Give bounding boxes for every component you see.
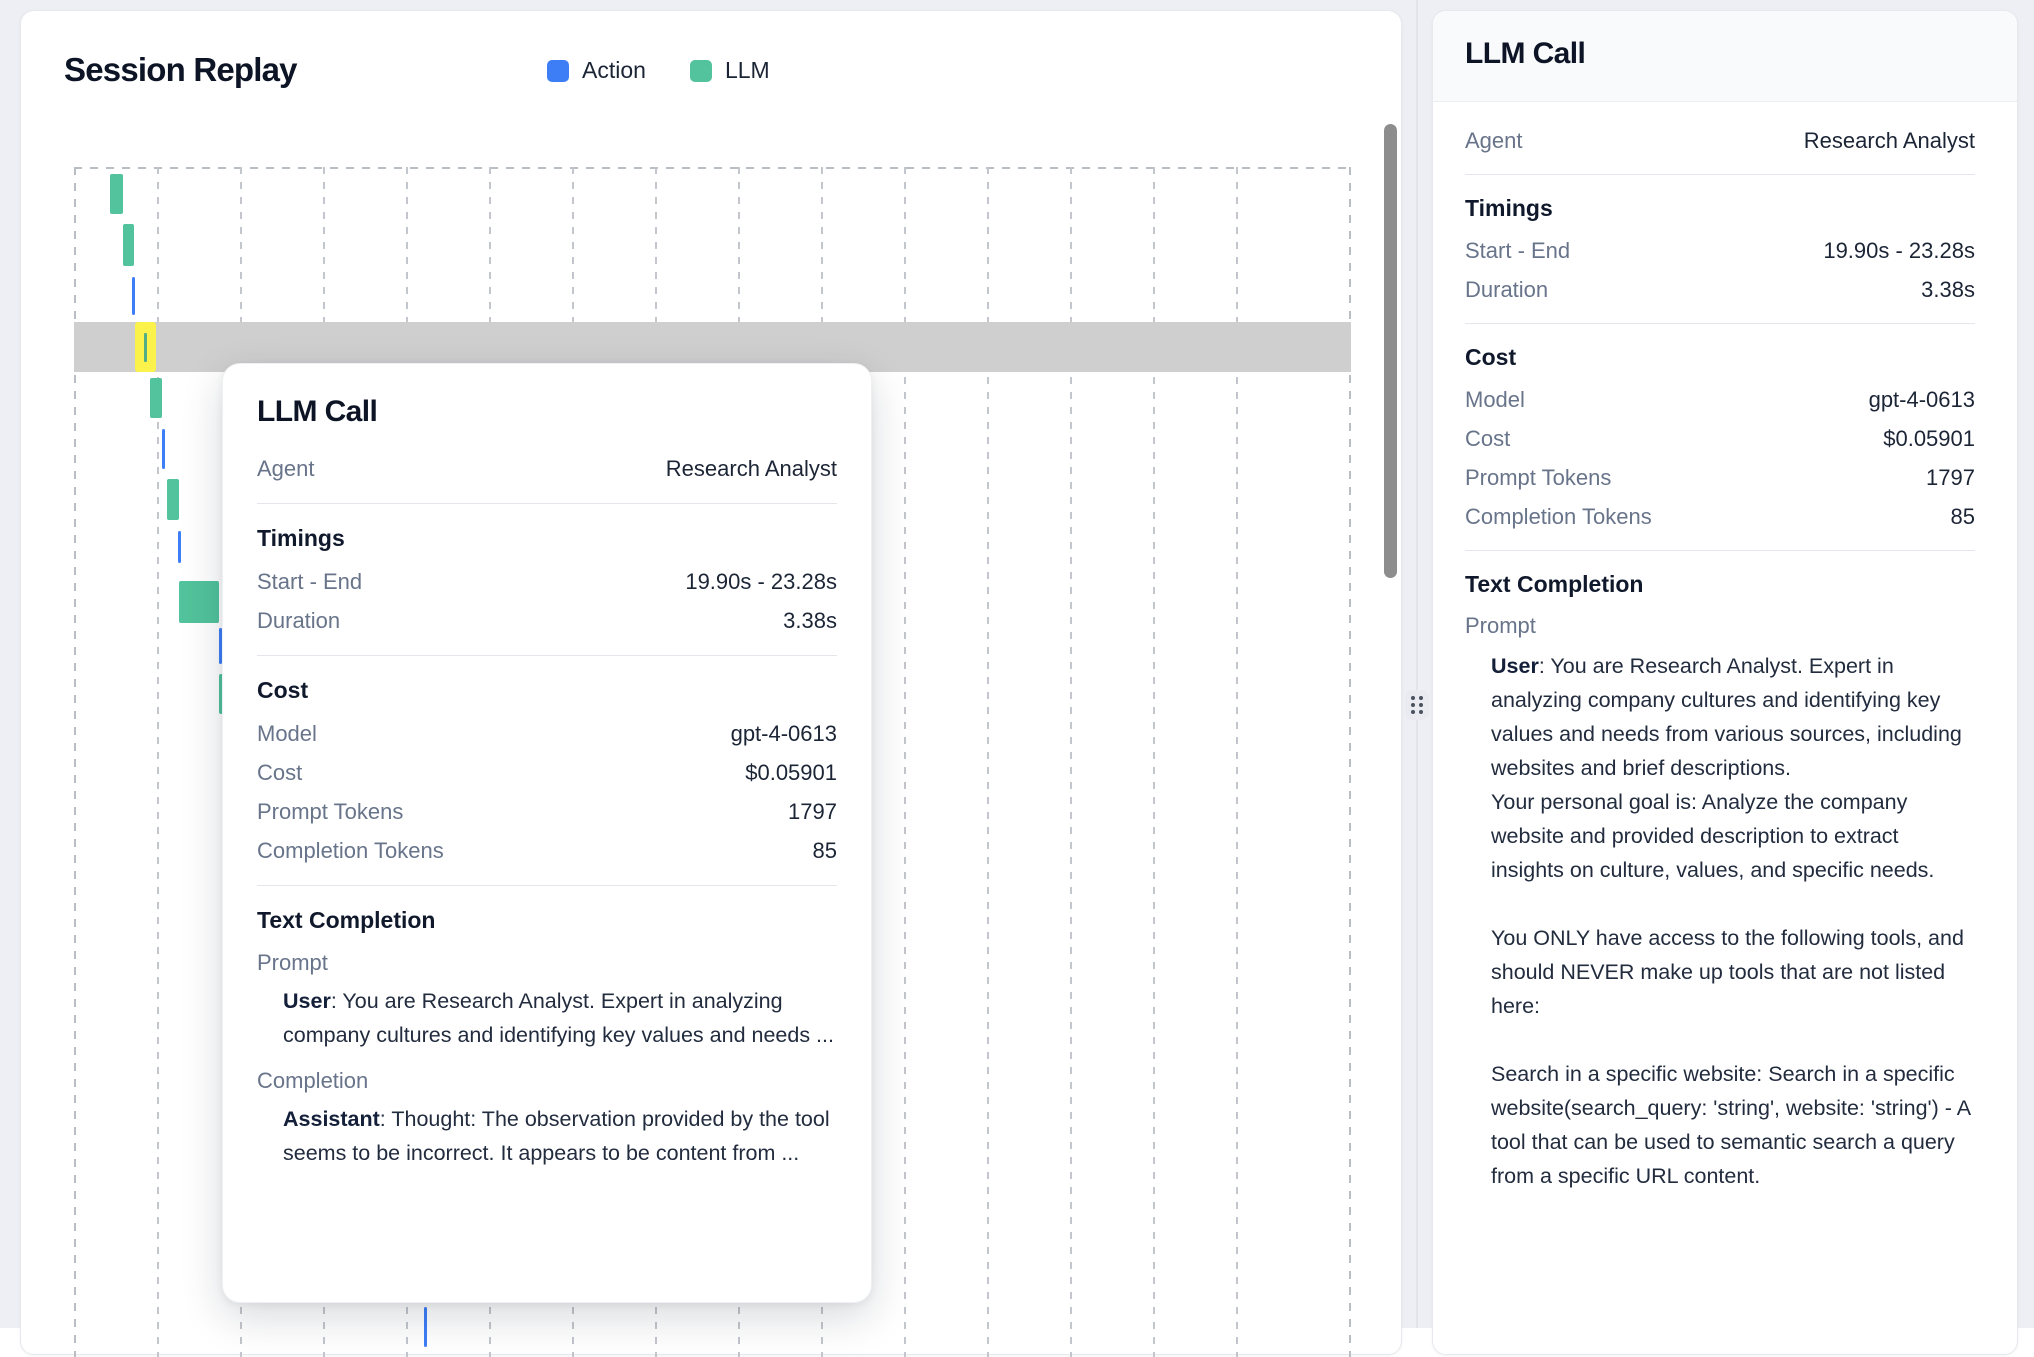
start-end-row: Start - End 19.90s - 23.28s: [1465, 238, 1975, 263]
prompt-tokens-row: Prompt Tokens 1797: [257, 799, 837, 824]
duration-value: 3.38s: [1921, 277, 1975, 302]
divider: [1465, 323, 1975, 324]
cost-row: Cost $0.05901: [1465, 426, 1975, 451]
prompt-tokens-value: 1797: [788, 799, 837, 824]
timeline-bar-action[interactable]: [132, 277, 135, 315]
model-value: gpt-4-0613: [730, 721, 837, 746]
divider: [1465, 174, 1975, 175]
cost-row: Cost $0.05901: [257, 760, 837, 785]
agent-value: Research Analyst: [1803, 128, 1975, 153]
completion-snippet: Assistant: Thought: The observation prov…: [283, 1107, 830, 1165]
completion-tokens-row: Completion Tokens 85: [257, 838, 837, 863]
timeline-bar-llm[interactable]: [123, 224, 134, 266]
legend-item-action[interactable]: Action: [547, 57, 646, 84]
legend-action-label: Action: [582, 57, 646, 83]
completion-label: Completion: [257, 1068, 369, 1093]
divider: [1465, 550, 1975, 551]
tooltip-title: LLM Call: [257, 395, 378, 428]
chart-gridline: [987, 167, 989, 1357]
timings-heading: Timings: [257, 525, 345, 551]
text-completion-heading: Text Completion: [1465, 571, 1644, 597]
prompt-label: Prompt: [1465, 613, 1536, 638]
legend-action-swatch: [547, 59, 569, 82]
prompt-tokens-row: Prompt Tokens 1797: [1465, 465, 1975, 490]
timeline-bar-llm_mark[interactable]: [144, 333, 147, 362]
agent-row: Agent Research Analyst: [1465, 128, 1975, 153]
timeline-legend: Action LLM: [547, 57, 770, 84]
model-value: gpt-4-0613: [1868, 387, 1975, 412]
start-end-row: Start - End 19.90s - 23.28s: [257, 569, 837, 594]
legend-item-llm[interactable]: LLM: [689, 57, 770, 84]
grip-dots-icon: [1411, 696, 1423, 714]
timeline-bar-llm[interactable]: [179, 581, 219, 623]
legend-llm-label: LLM: [724, 57, 770, 83]
model-row: Model gpt-4-0613: [257, 721, 837, 746]
timeline-bar-llm[interactable]: [150, 378, 162, 418]
cost-value: $0.05901: [745, 760, 837, 785]
chart-gridline: [157, 167, 159, 1357]
timeline-bar-action[interactable]: [162, 429, 165, 469]
chart-gridline: [1070, 167, 1072, 1357]
cost-heading: Cost: [257, 677, 309, 703]
detail-panel-body: Agent Research Analyst Timings Start - E…: [1433, 102, 2017, 1193]
timeline-bar-action[interactable]: [219, 628, 222, 664]
start-end-value: 19.90s - 23.28s: [685, 569, 837, 594]
chart-top-border: [74, 167, 1351, 169]
divider: [257, 655, 837, 656]
completion-tokens-row: Completion Tokens 85: [1465, 504, 1975, 529]
start-end-value: 19.90s - 23.28s: [1823, 238, 1975, 263]
completion-tokens-value: 85: [812, 838, 837, 863]
prompt-snippet: User: You are Research Analyst. Expert i…: [283, 989, 834, 1047]
prompt-full-text: User: You are Research Analyst. Expert i…: [1491, 654, 1970, 1188]
detail-panel-header: LLM Call: [1433, 11, 2017, 102]
legend-llm-swatch: [689, 59, 712, 82]
agent-row: Agent Research Analyst: [257, 456, 837, 481]
timings-heading: Timings: [1465, 195, 1553, 221]
page-title: Session Replay: [64, 51, 298, 88]
timeline-bar-llm[interactable]: [167, 479, 179, 520]
llm-call-detail-panel[interactable]: LLM Call Agent Research Analyst Timings …: [1432, 10, 2018, 1355]
timeline-bar-action[interactable]: [424, 1307, 427, 1347]
prompt-label: Prompt: [257, 950, 328, 975]
panel-resize-handle[interactable]: [1405, 690, 1429, 720]
session-replay-header: Session Replay Action LLM: [64, 51, 1371, 89]
vertical-scrollbar-thumb[interactable]: [1384, 124, 1397, 578]
panel-resizer-line: [1416, 0, 1418, 1328]
chart-gridline: [1153, 167, 1155, 1357]
chart-left-border: [74, 167, 76, 1357]
detail-panel-title: LLM Call: [1465, 37, 1586, 70]
completion-tokens-value: 85: [1950, 504, 1975, 529]
duration-row: Duration 3.38s: [1465, 277, 1975, 302]
timeline-bar-action[interactable]: [178, 531, 181, 563]
chart-gridline: [904, 167, 906, 1357]
agent-value: Research Analyst: [665, 456, 837, 481]
timeline-bar-llm[interactable]: [110, 174, 123, 214]
divider: [257, 503, 837, 504]
divider: [257, 885, 837, 886]
llm-call-tooltip: LLM Call Agent Research Analyst Timings …: [222, 363, 872, 1303]
chart-gridline: [1236, 167, 1238, 1357]
chart-right-border: [1349, 167, 1351, 1357]
model-row: Model gpt-4-0613: [1465, 387, 1975, 412]
duration-value: 3.38s: [783, 608, 837, 633]
duration-row: Duration 3.38s: [257, 608, 837, 633]
cost-value: $0.05901: [1883, 426, 1975, 451]
text-completion-heading: Text Completion: [257, 907, 436, 933]
prompt-tokens-value: 1797: [1926, 465, 1975, 490]
cost-heading: Cost: [1465, 344, 1517, 370]
timeline-bar-llm[interactable]: [219, 674, 223, 714]
